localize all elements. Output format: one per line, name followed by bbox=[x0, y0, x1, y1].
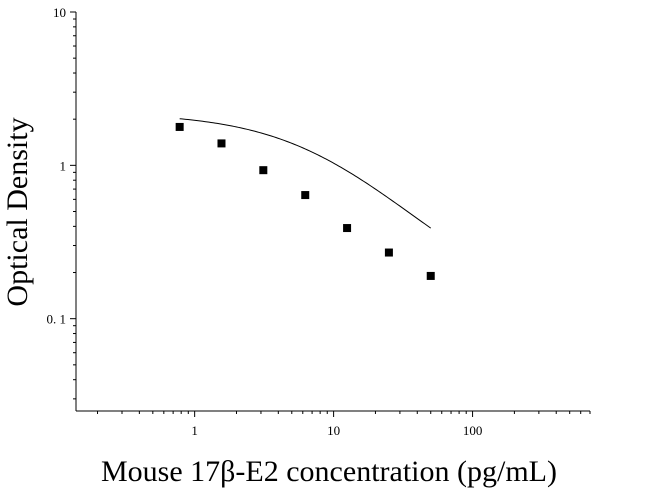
fit-curve-layer bbox=[179, 118, 432, 229]
data-point bbox=[384, 248, 393, 257]
x-tick-label: 100 bbox=[463, 423, 483, 438]
data-point bbox=[217, 139, 226, 148]
data-point bbox=[259, 166, 268, 175]
data-point bbox=[426, 271, 435, 280]
fit-curve bbox=[179, 118, 432, 229]
y-axis-title: Optical Density bbox=[1, 117, 34, 306]
data-point bbox=[343, 224, 352, 233]
y-tick-label: 10 bbox=[53, 5, 66, 20]
x-tick-label: 10 bbox=[327, 423, 340, 438]
x-axis-title: Mouse 17β-E2 concentration (pg/mL) bbox=[101, 455, 557, 488]
y-tick-label: 0. 1 bbox=[47, 312, 67, 327]
axes: 1 10 100 0. 1 1 10 bbox=[47, 5, 591, 438]
y-tick-label: 1 bbox=[60, 158, 67, 173]
data-point bbox=[175, 122, 184, 131]
data-points bbox=[175, 122, 435, 280]
x-tick-label: 1 bbox=[191, 423, 198, 438]
data-point bbox=[301, 191, 310, 200]
